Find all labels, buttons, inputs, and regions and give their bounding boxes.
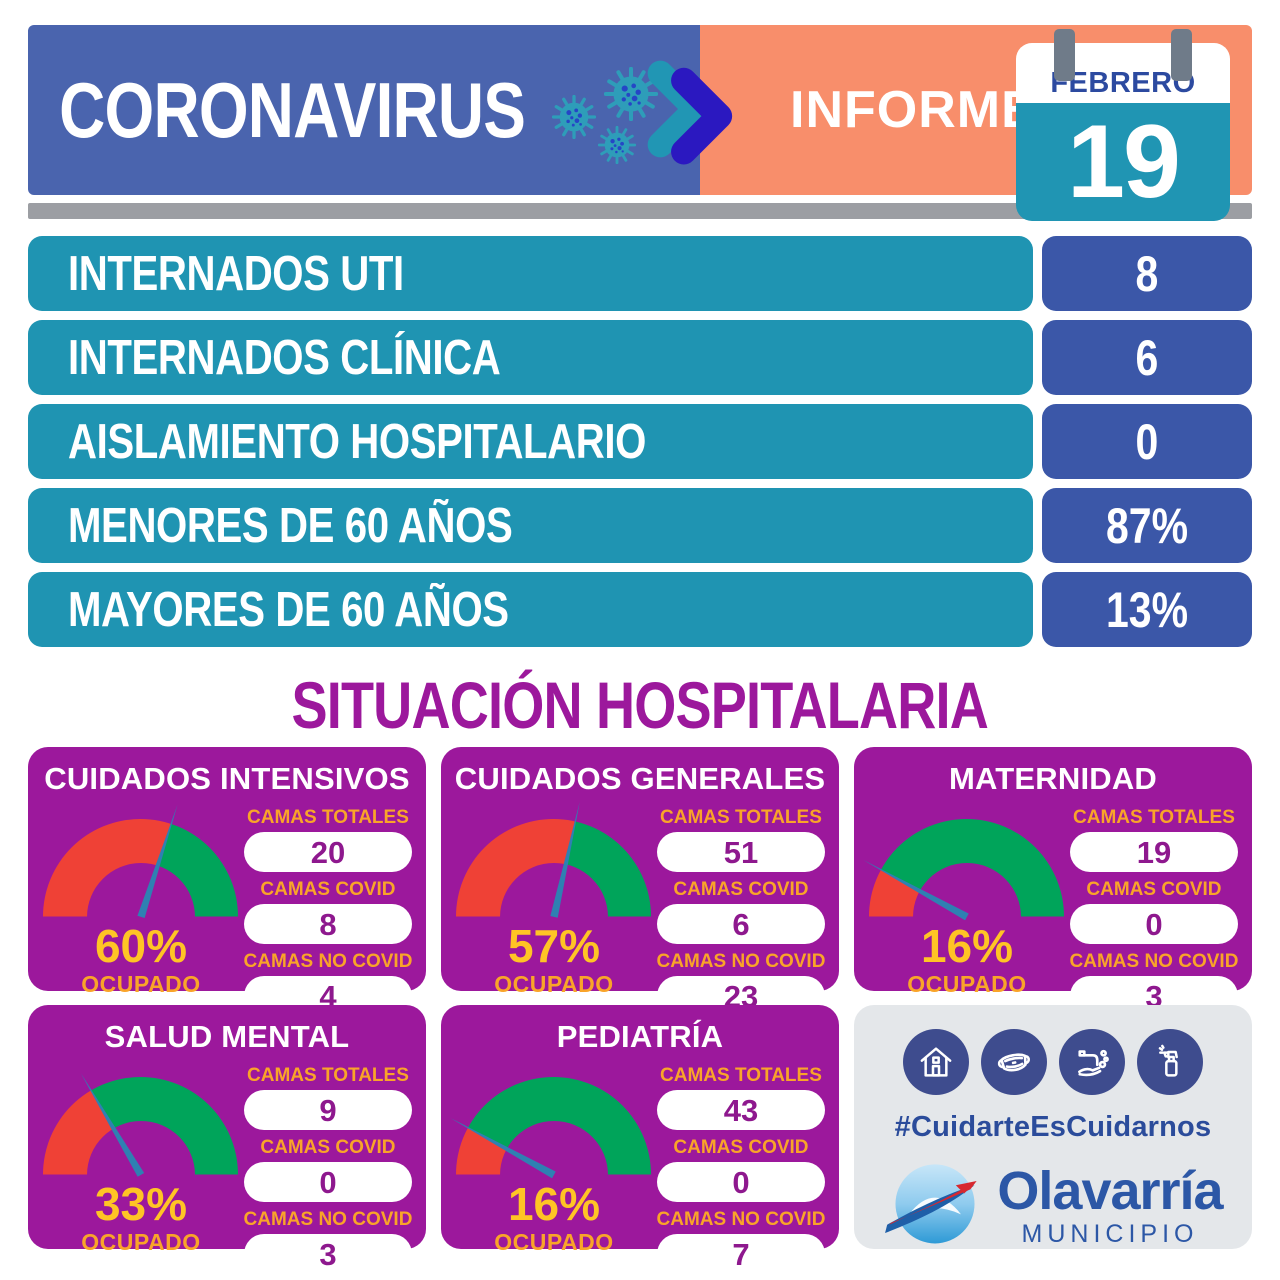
beds-value-pill: 9 (243, 1090, 412, 1130)
section-title: SITUACIÓN HOSPITALARIA (291, 668, 989, 742)
report-label: INFORME (790, 81, 1037, 139)
beds-value-pill: 51 (656, 832, 825, 872)
stat-value: 87% (1042, 488, 1252, 563)
card-title: CUIDADOS INTENSIVOS (44, 761, 410, 796)
hospital-card-cuidados-generales: CUIDADOS GENERALES 57% OCUPADO CAMAS TOT… (441, 747, 839, 1016)
beds-label: CAMAS COVID (260, 879, 396, 900)
beds-label: CAMAS TOTALES (660, 1065, 822, 1086)
beds-label: CAMAS TOTALES (247, 807, 409, 828)
beds-label: CAMAS TOTALES (1073, 807, 1235, 828)
virus-icon (598, 126, 636, 164)
beds-value-pill: 0 (656, 1162, 825, 1202)
wash-hands-icon (1059, 1029, 1125, 1095)
olavarria-logo-mark (885, 1164, 978, 1244)
logo-name: Olavarría (997, 1161, 1223, 1222)
occupancy-caption: OCUPADO (494, 971, 614, 997)
beds-label: CAMAS NO COVID (656, 1209, 826, 1230)
stat-label: INTERNADOS CLÍNICA (28, 320, 1033, 395)
occupancy-caption: OCUPADO (907, 971, 1027, 997)
face-mask-icon (981, 1029, 1047, 1095)
prevention-card: #CuidarteEsCuidarnos Olavarría (854, 1005, 1252, 1249)
stat-value: 0 (1042, 404, 1252, 479)
page-title: CORONAVIRUS (59, 65, 526, 154)
beds-value-pill: 0 (243, 1162, 412, 1202)
beds-label: CAMAS TOTALES (247, 1065, 409, 1086)
occupancy-percent: 16% (920, 920, 1014, 972)
prevention-icons (903, 1029, 1203, 1095)
stay-home-icon (903, 1029, 969, 1095)
stat-row: AISLAMIENTO HOSPITALARIO 0 (28, 404, 1252, 479)
stat-label: MAYORES DE 60 AÑOS (28, 572, 1033, 647)
occupancy-gauge (456, 1077, 652, 1175)
occupancy-caption: OCUPADO (81, 971, 201, 997)
beds-label: CAMAS NO COVID (243, 1209, 413, 1230)
beds-label: CAMAS COVID (1086, 879, 1222, 900)
stat-value: 13% (1042, 572, 1252, 647)
beds-value-pill: 3 (243, 1234, 412, 1274)
card-title: PEDIATRÍA (556, 1019, 724, 1054)
occupancy-percent: 57% (507, 920, 601, 972)
calendar-day: 19 (1067, 104, 1181, 220)
hospital-card-salud-mental: SALUD MENTAL 33% OCUPADO CAMAS TOTALES 9… (28, 1005, 426, 1274)
occupancy-caption: OCUPADO (81, 1229, 201, 1255)
stat-row: INTERNADOS CLÍNICA 6 (28, 320, 1252, 395)
beds-value-pill: 19 (1069, 832, 1238, 872)
logo-subtitle: MUNICIPIO (1021, 1219, 1199, 1248)
occupancy-percent: 33% (94, 1178, 188, 1230)
virus-icon (552, 95, 596, 139)
calendar-ring-icon (1171, 29, 1192, 81)
hospital-card-cuidados-intensivos: CUIDADOS INTENSIVOS 60% OCUPADO CAMAS TO… (28, 747, 426, 1016)
beds-value-pill: 0 (1069, 904, 1238, 944)
occupancy-gauge (43, 1077, 239, 1175)
hashtag: #CuidarteEsCuidarnos (894, 1111, 1212, 1143)
stat-value: 6 (1042, 320, 1252, 395)
municipality-logo: Olavarría MUNICIPIO (883, 1154, 1224, 1258)
beds-value-pill: 20 (243, 832, 412, 872)
occupancy-gauge (869, 819, 1065, 917)
card-title: SALUD MENTAL (104, 1019, 350, 1054)
calendar-ring-icon (1054, 29, 1075, 81)
stat-value: 8 (1042, 236, 1252, 311)
occupancy-caption: OCUPADO (494, 1229, 614, 1255)
stat-row: INTERNADOS UTI 8 (28, 236, 1252, 311)
stat-row: MENORES DE 60 AÑOS 87% (28, 488, 1252, 563)
occupancy-percent: 60% (94, 920, 188, 972)
beds-value-pill: 7 (656, 1234, 825, 1274)
beds-label: CAMAS TOTALES (660, 807, 822, 828)
beds-label: CAMAS NO COVID (656, 951, 826, 972)
header: CORONAVIRUS INFORME FEBRERO 19 (28, 25, 1252, 221)
beds-value-pill: 8 (243, 904, 412, 944)
beds-label: CAMAS NO COVID (243, 951, 413, 972)
stat-label: MENORES DE 60 AÑOS (28, 488, 1033, 563)
beds-value-pill: 43 (656, 1090, 825, 1130)
chevron-right-icon (647, 60, 733, 165)
divider-bar (28, 203, 1252, 219)
hospital-card-pediatria: PEDIATRÍA 16% OCUPADO CAMAS TOTALES 43 C… (441, 1005, 839, 1274)
stat-label: INTERNADOS UTI (28, 236, 1033, 311)
stat-label: AISLAMIENTO HOSPITALARIO (28, 404, 1033, 479)
occupancy-percent: 16% (507, 1178, 601, 1230)
card-title: MATERNIDAD (948, 761, 1158, 796)
disinfectant-spray-icon (1137, 1029, 1203, 1095)
beds-label: CAMAS COVID (260, 1137, 396, 1158)
card-title: CUIDADOS GENERALES (454, 761, 826, 796)
calendar-day-band: 19 (1016, 103, 1230, 221)
hospital-cards-grid: CUIDADOS INTENSIVOS 60% OCUPADO CAMAS TO… (28, 747, 1252, 1274)
beds-label: CAMAS NO COVID (1069, 951, 1239, 972)
beds-value-pill: 6 (656, 904, 825, 944)
header-title-panel: CORONAVIRUS (28, 25, 700, 195)
stats-list: INTERNADOS UTI 8 INTERNADOS CLÍNICA 6 AI… (28, 236, 1252, 647)
hospital-card-maternidad: MATERNIDAD 16% OCUPADO CAMAS TOTALES 19 … (854, 747, 1252, 1016)
calendar-month-band: FEBRERO (1016, 43, 1230, 103)
occupancy-gauge (43, 819, 239, 917)
calendar: FEBRERO 19 (1016, 29, 1230, 221)
occupancy-gauge (456, 819, 652, 917)
beds-label: CAMAS COVID (673, 879, 809, 900)
beds-label: CAMAS COVID (673, 1137, 809, 1158)
stat-row: MAYORES DE 60 AÑOS 13% (28, 572, 1252, 647)
